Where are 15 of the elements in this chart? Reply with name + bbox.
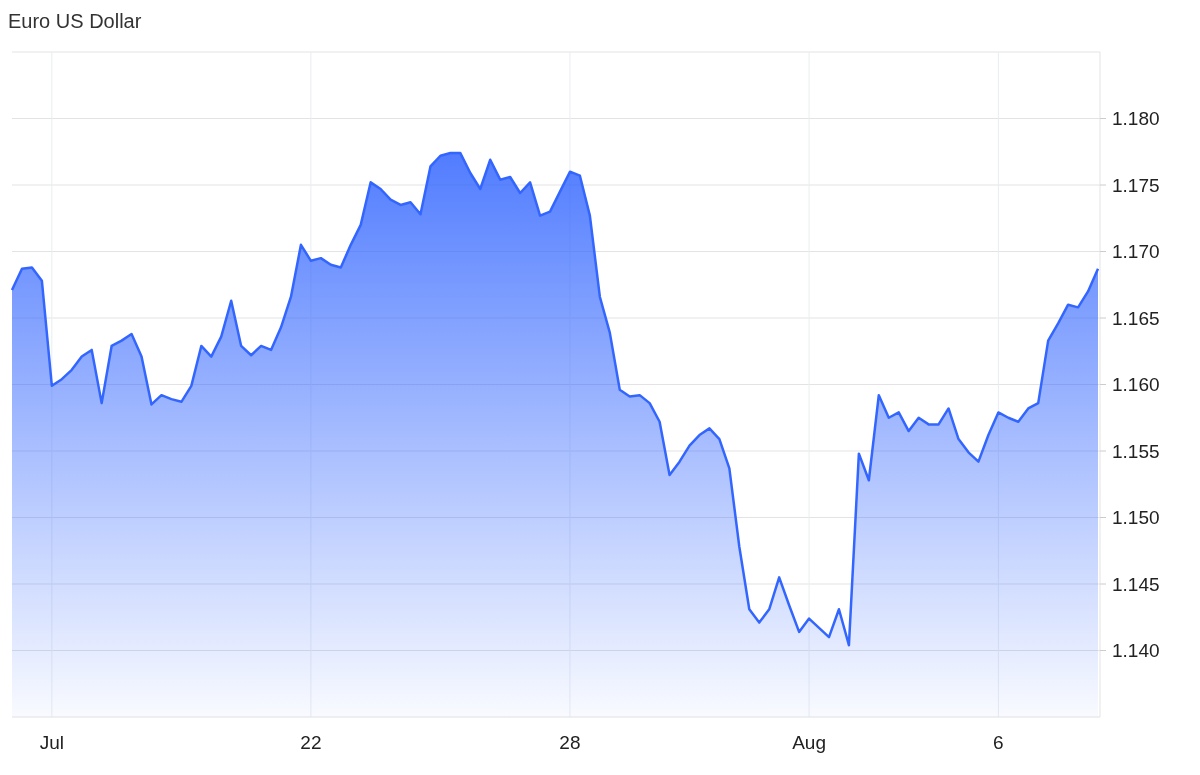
- x-tick-label: 22: [300, 732, 322, 753]
- y-tick-label: 1.160: [1112, 374, 1160, 396]
- x-tick-label: 28: [559, 732, 581, 753]
- chart-title: Euro US Dollar: [8, 10, 142, 32]
- y-tick-label: 1.165: [1112, 307, 1160, 329]
- y-tick-label: 1.150: [1112, 507, 1160, 529]
- y-tick-label: 1.145: [1112, 573, 1160, 595]
- x-tick-label: Aug: [792, 732, 826, 753]
- y-tick-label: 1.175: [1112, 174, 1160, 196]
- y-tick-label: 1.180: [1112, 108, 1160, 130]
- y-tick-label: 1.140: [1112, 640, 1160, 662]
- x-tick-label: Jul: [39, 732, 64, 753]
- y-tick-label: 1.155: [1112, 440, 1160, 462]
- y-tick-label: 1.170: [1112, 241, 1160, 263]
- x-tick-label: 6: [993, 732, 1004, 753]
